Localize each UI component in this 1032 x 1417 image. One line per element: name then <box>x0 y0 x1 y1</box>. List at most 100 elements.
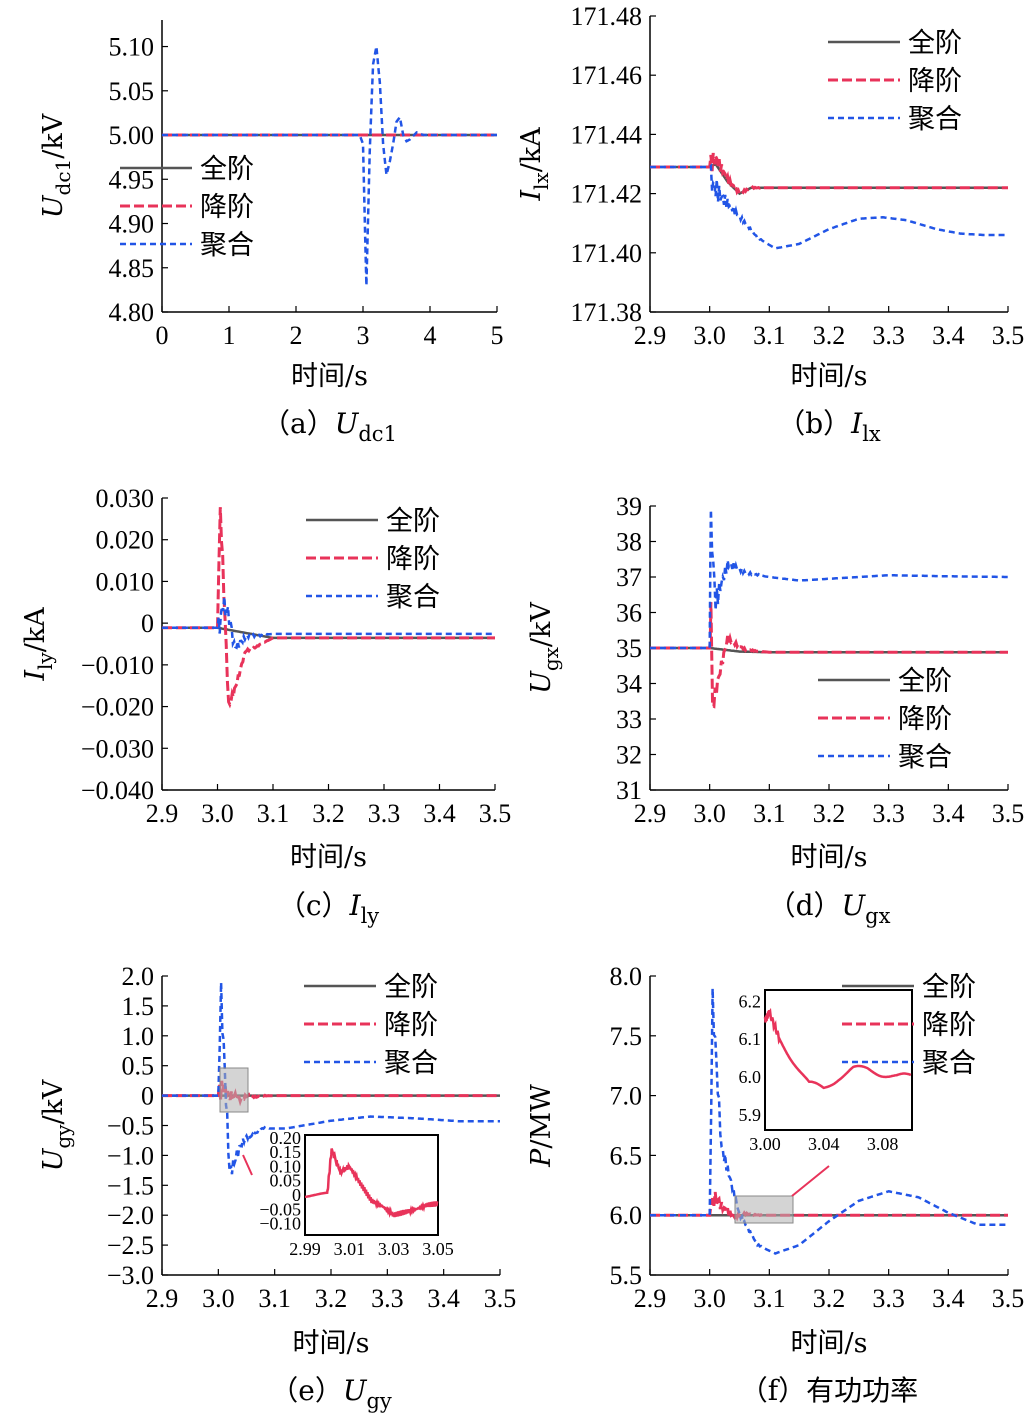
series-line-f-2 <box>650 988 1008 1255</box>
inset-y-tick-label: 0.15 <box>270 1142 302 1162</box>
legend-label: 聚合 <box>384 1048 438 1079</box>
x-tick-label: 5 <box>491 321 504 350</box>
y-label-unit: /kV <box>38 113 69 158</box>
inset-y-tick-label: 0.05 <box>270 1171 302 1191</box>
x-tick-label: 2.9 <box>146 799 179 828</box>
x-tick-label: 3.1 <box>753 799 786 828</box>
y-axis-label: Ily/kA <box>20 607 57 682</box>
x-tick-label: 3.1 <box>753 321 786 350</box>
y-tick-label: −0.5 <box>107 1112 154 1141</box>
caption-subscript: dc1 <box>358 422 397 446</box>
x-tick-label: 3.2 <box>315 1284 348 1313</box>
y-tick-label: −0.040 <box>81 776 154 805</box>
inset-x-tick-label: 3.03 <box>378 1239 410 1259</box>
series-line-b-1 <box>650 151 1008 197</box>
x-tick-label: 3.3 <box>368 799 401 828</box>
x-tick-label: 3.5 <box>479 799 512 828</box>
y-tick-label: 6.5 <box>610 1141 643 1170</box>
caption-prefix: （f） <box>740 1374 806 1407</box>
x-tick-label: 3.5 <box>992 1284 1025 1313</box>
inset-x-tick-label: 3.05 <box>422 1239 454 1259</box>
x-tick-label: 3.4 <box>932 799 965 828</box>
y-tick-label: 33 <box>616 705 642 734</box>
x-tick-label: 3.5 <box>484 1284 517 1313</box>
legend-label: 全阶 <box>200 154 254 185</box>
x-axis-label: 时间/s <box>791 361 868 392</box>
x-tick-label: 3.2 <box>312 799 345 828</box>
inset-y-tick-label: 6.0 <box>739 1067 762 1087</box>
y-tick-label: 2.0 <box>122 962 155 991</box>
y-label-subscript: dc1 <box>51 159 75 196</box>
legend-label: 全阶 <box>922 972 976 1003</box>
inset-x-tick-label: 3.08 <box>867 1134 899 1154</box>
x-tick-label: 3.4 <box>932 1284 965 1313</box>
series-line-e-1 <box>162 1079 500 1107</box>
series-line-c-2 <box>162 596 495 650</box>
panel-caption: （d）Ugx <box>768 889 891 928</box>
y-tick-label: −2.5 <box>107 1231 154 1260</box>
y-label-unit: /kA <box>516 127 547 172</box>
inset-y-tick-label: 0 <box>292 1185 301 1205</box>
x-tick-label: 3.1 <box>753 1284 786 1313</box>
x-axis-label: 时间/s <box>293 1328 370 1359</box>
caption-prefix: （b） <box>777 407 851 440</box>
legend-label: 聚合 <box>386 582 440 613</box>
legend-label: 降阶 <box>200 192 254 223</box>
inset-series-line <box>763 1007 912 1090</box>
x-tick-label: 3.3 <box>371 1284 404 1313</box>
x-axis-label: 时间/s <box>791 1328 868 1359</box>
x-tick-label: 3.5 <box>992 321 1025 350</box>
y-tick-label: 34 <box>616 670 642 699</box>
y-label-subscript: ly <box>33 652 57 670</box>
caption-symbol: U <box>335 407 360 440</box>
y-tick-label: −3.0 <box>107 1261 154 1290</box>
y-label-subscript: lx <box>529 172 553 190</box>
y-label-subscript: gy <box>51 1124 75 1149</box>
y-tick-label: 0.030 <box>96 484 155 513</box>
y-label-symbol: U <box>38 194 69 218</box>
inset-x-tick-label: 3.00 <box>749 1134 781 1154</box>
y-tick-label: 171.38 <box>571 298 643 327</box>
caption-subscript: ly <box>361 904 380 928</box>
x-tick-label: 3.1 <box>258 1284 291 1313</box>
x-tick-label: 3.0 <box>201 799 234 828</box>
x-tick-label: 3.4 <box>932 321 965 350</box>
panel-caption: （e）Ugy <box>270 1374 392 1413</box>
x-tick-label: 3.0 <box>693 321 726 350</box>
inset-y-tick-label: 0.10 <box>270 1156 302 1176</box>
chart-e: 2.9 3.0 3.1 3.2 3.3 3.4 3.5 −3.0−2.5−2.0−1.5−1.… <box>38 962 516 1413</box>
x-tick-label: 2.9 <box>634 321 667 350</box>
inset-y-tick-label: 5.9 <box>739 1105 762 1125</box>
x-tick-label: 0 <box>156 321 169 350</box>
inset-x-tick-label: 3.04 <box>808 1134 840 1154</box>
caption-prefix: （d） <box>768 889 842 922</box>
inset-x-tick-label: 3.01 <box>334 1239 366 1259</box>
caption-text: 有功功率 <box>806 1374 918 1407</box>
y-tick-label: −0.020 <box>81 693 154 722</box>
y-tick-label: 8.0 <box>610 962 643 991</box>
inset-x-tick-label: 2.99 <box>289 1239 321 1259</box>
legend-label: 降阶 <box>908 66 962 97</box>
y-axis-label: P/MW <box>526 1084 557 1168</box>
series-line-e-2 <box>162 982 500 1175</box>
y-label-unit: /kV <box>526 602 557 647</box>
legend-label: 降阶 <box>384 1010 438 1041</box>
zoom-region <box>734 1195 794 1224</box>
inset-frame <box>304 1134 439 1236</box>
x-tick-label: 3.5 <box>992 799 1025 828</box>
legend-label: 全阶 <box>908 28 962 59</box>
y-tick-label: 4.95 <box>109 165 155 194</box>
y-tick-label: −0.030 <box>81 734 154 763</box>
x-tick-label: 3 <box>357 321 370 350</box>
y-label-unit: /kV <box>38 1079 69 1124</box>
inset-y-tick-label: 0.20 <box>270 1128 302 1148</box>
panel-caption: （a）Udc1 <box>262 407 397 446</box>
inset-y-tick-label: −0.10 <box>259 1214 301 1234</box>
y-label-symbol: I <box>20 669 51 682</box>
y-tick-label: 5.10 <box>109 33 155 62</box>
zoom-connector <box>242 1154 253 1176</box>
x-tick-label: 3.0 <box>693 1284 726 1313</box>
chart-a: 0 1 2 3 4 5 4.80 4.85 4.90 4.95 5.00 5.05 5.10 全阶降阶聚合… <box>38 20 504 446</box>
y-tick-label: 7.5 <box>610 1022 643 1051</box>
y-tick-label: 7.0 <box>610 1082 643 1111</box>
